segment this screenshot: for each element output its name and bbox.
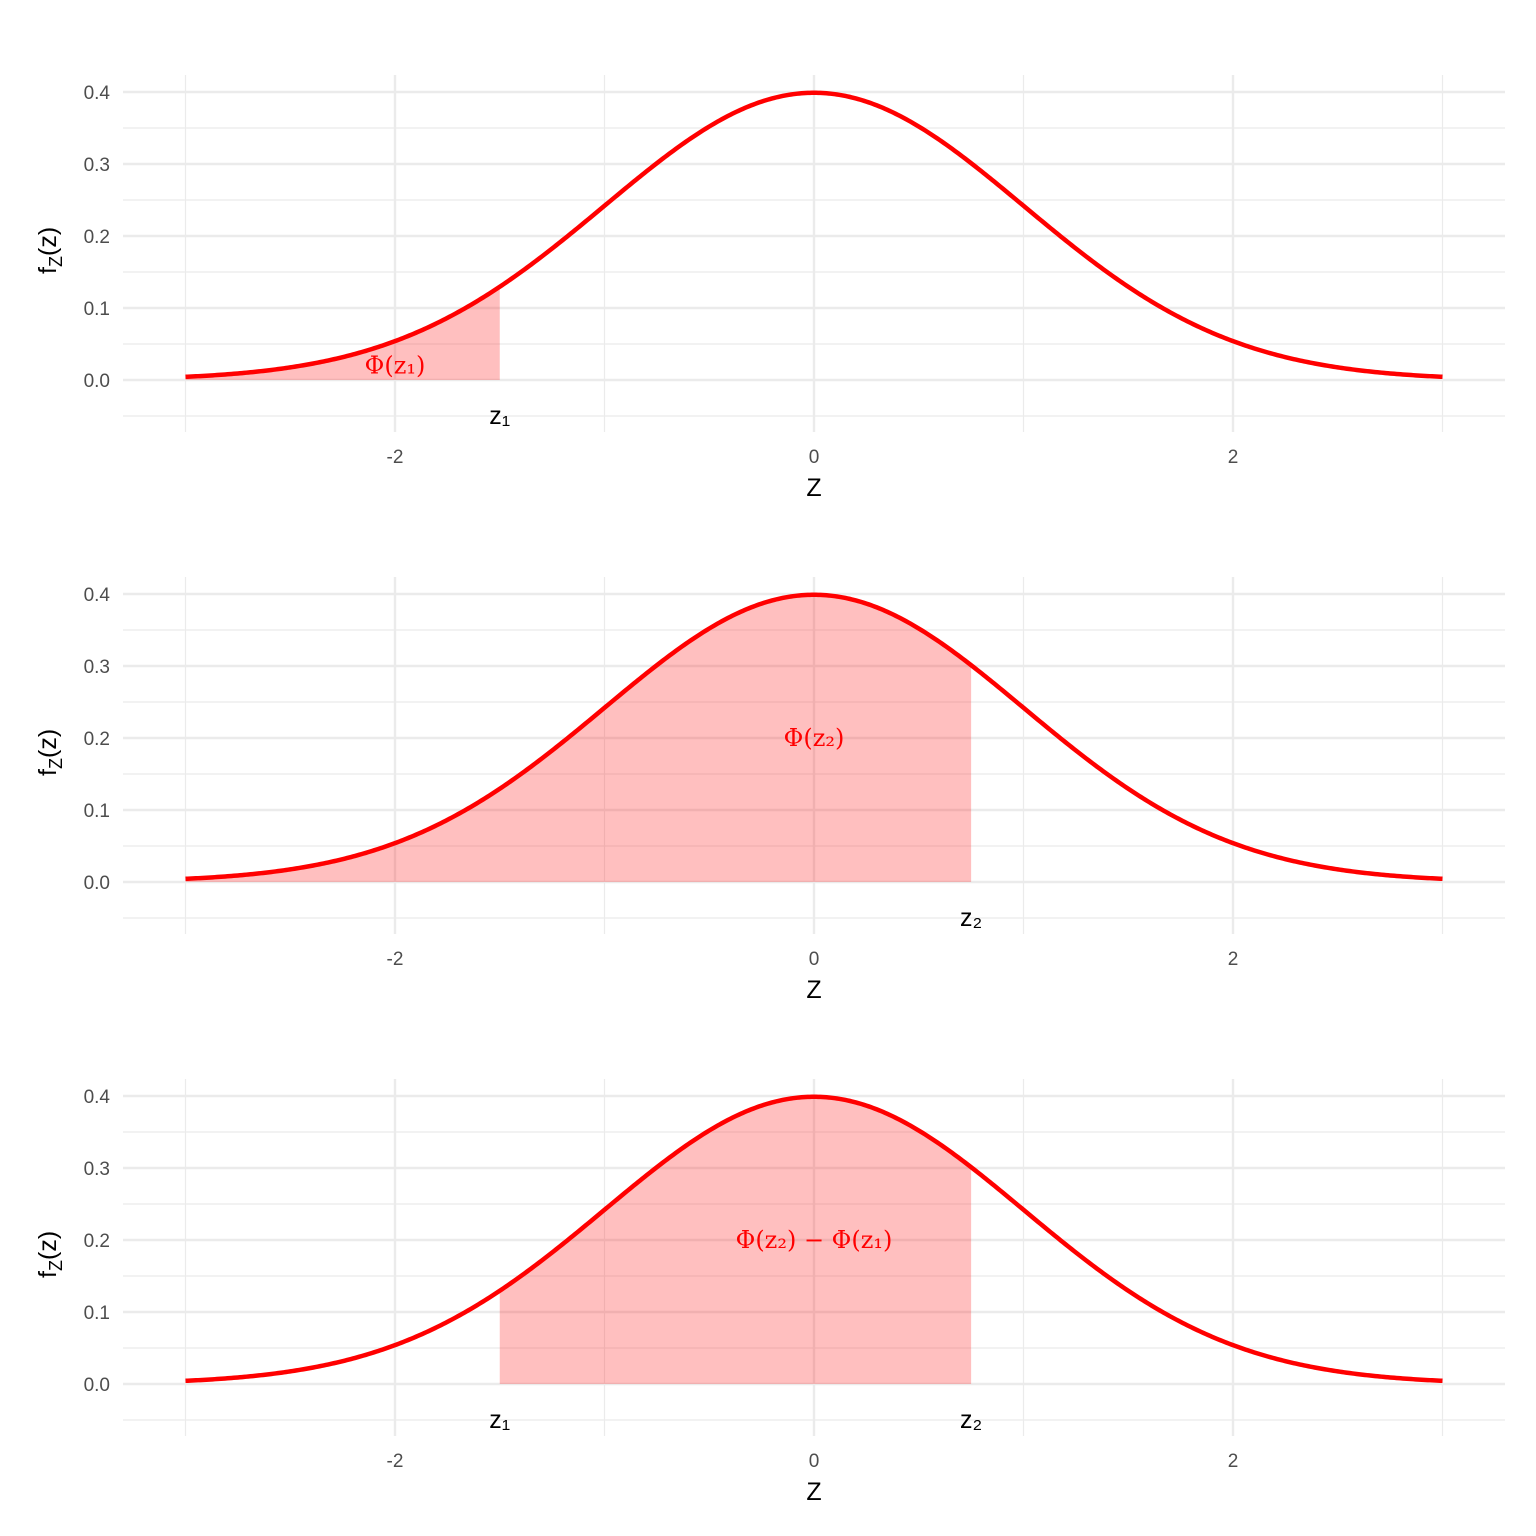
x-tick-label: 0 (809, 447, 820, 468)
x-tick-label: 0 (809, 949, 820, 970)
y-tick-label: 0.2 (84, 227, 110, 248)
y-tick-label: 0.4 (84, 1087, 111, 1108)
density-curve (185, 1094, 1443, 1384)
z-marker-label: z₂ (960, 1406, 982, 1434)
x-axis-label: Z (806, 1478, 821, 1506)
x-tick-label: 2 (1228, 447, 1239, 468)
panel-3: 0.0 0.1 0.2 0.3 0.4 -2 0 2 Φ(z₂) − Φ(z₁) z₁ z₂ ZfZ(… (34, 1079, 1505, 1506)
y-tick-label: 0.3 (84, 657, 110, 678)
y-tick-label: 0.3 (84, 155, 110, 176)
x-tick-label: 2 (1228, 1451, 1239, 1472)
y-tick-label: 0.4 (84, 585, 111, 606)
x-tick-label: 2 (1228, 949, 1239, 970)
shaded-probability-area (185, 286, 500, 380)
y-tick-label: 0.2 (84, 729, 110, 750)
x-tick-label: -2 (387, 447, 404, 468)
shaded-probability-area (185, 594, 972, 882)
y-tick-label: 0.0 (84, 371, 110, 392)
x-axis-label: Z (806, 474, 821, 502)
shaded-probability-area (499, 1096, 972, 1384)
y-axis-label: fZ(z) (34, 227, 66, 274)
z-marker-label: z₂ (960, 904, 982, 932)
y-axis-label: fZ(z) (34, 1231, 66, 1278)
density-curve (185, 90, 1443, 380)
y-tick-label: 0.3 (84, 1159, 110, 1180)
x-tick-label: -2 (387, 1451, 404, 1472)
x-tick-label: 0 (809, 1451, 820, 1472)
y-tick-label: 0.1 (84, 801, 110, 822)
panel-2: 0.0 0.1 0.2 0.3 0.4 -2 0 2 Φ(z₂) z₂ ZfZ(z) (34, 577, 1505, 1004)
panel-1: 0.0 0.1 0.2 0.3 0.4 -2 0 2 Φ(z₁) z₁ ZfZ(z) (34, 75, 1505, 502)
y-tick-label: 0.0 (84, 873, 110, 894)
area-annotation: Φ(z₁) (365, 352, 426, 380)
area-annotation: Φ(z₂) (784, 724, 845, 752)
x-tick-label: -2 (387, 949, 404, 970)
z-marker-label: z₁ (489, 402, 510, 430)
y-tick-label: 0.2 (84, 1231, 110, 1252)
y-tick-label: 0.4 (84, 83, 111, 104)
y-tick-label: 0.1 (84, 299, 110, 320)
x-axis-label: Z (806, 976, 821, 1004)
density-curve (185, 592, 1443, 882)
y-axis-label: fZ(z) (34, 729, 66, 776)
y-tick-label: 0.0 (84, 1375, 110, 1396)
z-marker-label: z₁ (489, 1406, 510, 1434)
y-tick-label: 0.1 (84, 1303, 110, 1324)
area-annotation: Φ(z₂) − Φ(z₁) (736, 1226, 893, 1254)
